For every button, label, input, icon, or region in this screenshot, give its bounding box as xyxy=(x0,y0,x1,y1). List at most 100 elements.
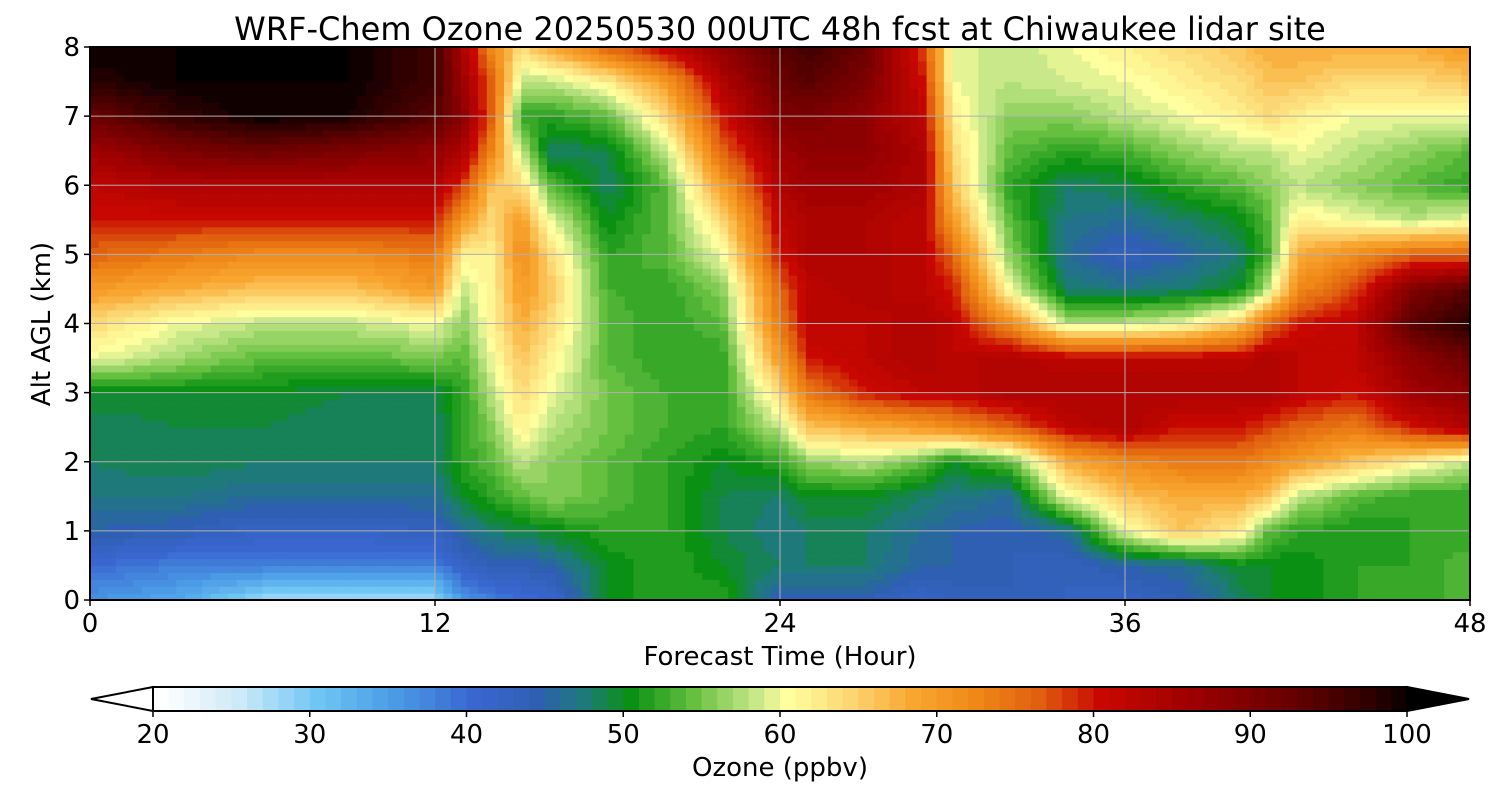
ozone-cell xyxy=(1332,558,1342,567)
ozone-cell xyxy=(1056,427,1066,435)
ozone-cell xyxy=(1202,441,1212,449)
ozone-cell xyxy=(995,482,1005,490)
ozone-cell xyxy=(564,579,574,587)
ozone-cell xyxy=(935,399,945,408)
ozone-cell xyxy=(279,579,289,587)
ozone-cell xyxy=(1383,558,1393,567)
ozone-cell xyxy=(1038,392,1048,401)
ozone-cell xyxy=(245,489,255,497)
ozone-cell xyxy=(1392,489,1402,497)
ozone-cell xyxy=(633,551,643,560)
ozone-cell xyxy=(633,468,643,477)
ozone-cell xyxy=(1116,489,1126,497)
ozone-cell xyxy=(305,399,315,408)
ozone-cell xyxy=(642,496,652,504)
ozone-cell xyxy=(297,558,307,567)
ozone-cell xyxy=(176,434,186,442)
ozone-cell xyxy=(771,503,781,511)
ozone-cell xyxy=(409,586,419,594)
ozone-cell xyxy=(1185,427,1195,435)
ozone-cell xyxy=(1219,558,1230,567)
ozone-cell xyxy=(184,586,195,594)
ozone-cell xyxy=(650,475,660,484)
ozone-cell xyxy=(1349,503,1359,511)
ozone-cell xyxy=(874,461,885,470)
ozone-cell xyxy=(754,461,764,470)
ozone-cell xyxy=(141,392,151,401)
ozone-cell xyxy=(1409,489,1419,497)
ozone-cell xyxy=(253,385,264,394)
ozone-cell xyxy=(512,551,522,560)
ozone-cell xyxy=(814,537,824,546)
ozone-cell xyxy=(383,579,393,587)
ozone-cell xyxy=(1435,441,1445,449)
ozone-cell xyxy=(676,392,686,401)
ozone-cell xyxy=(486,413,496,421)
ozone-cell xyxy=(409,496,419,504)
ozone-cell xyxy=(1211,454,1221,463)
ozone-cell xyxy=(1340,510,1350,518)
ozone-cell xyxy=(935,406,945,414)
ozone-cell xyxy=(1194,406,1204,414)
ozone-cell xyxy=(1150,517,1161,525)
ozone-cell xyxy=(1409,399,1419,408)
ozone-cell xyxy=(1021,468,1031,477)
ozone-cell xyxy=(486,517,496,525)
ozone-cell xyxy=(314,454,324,463)
ozone-cell xyxy=(443,461,453,470)
ozone-cell xyxy=(1461,496,1471,504)
ozone-cell xyxy=(590,482,600,490)
ozone-cell xyxy=(383,441,393,449)
ozone-cell xyxy=(1099,572,1109,580)
ozone-cell xyxy=(780,496,790,504)
ozone-cell xyxy=(150,475,160,484)
ozone-cell xyxy=(107,551,117,560)
ozone-cell xyxy=(469,586,479,594)
ozone-cell xyxy=(1219,454,1230,463)
ozone-cell xyxy=(1056,489,1066,497)
ozone-cell xyxy=(935,496,945,504)
ozone-cell xyxy=(417,572,427,580)
ozone-cell xyxy=(892,385,902,394)
ozone-cell xyxy=(409,447,419,456)
ozone-cell xyxy=(374,399,384,408)
ozone-cell xyxy=(754,537,764,546)
ozone-cell xyxy=(840,447,850,456)
ozone-cell xyxy=(1375,551,1385,560)
ozone-cell xyxy=(1237,510,1247,518)
ozone-cell xyxy=(1176,461,1186,470)
ozone-cell xyxy=(1401,544,1411,553)
ozone-cell xyxy=(1271,565,1281,573)
ozone-cell xyxy=(969,523,979,532)
ozone-cell xyxy=(297,537,307,546)
ozone-cell xyxy=(1418,496,1428,504)
ozone-cell xyxy=(659,399,669,408)
ozone-cell xyxy=(1392,413,1402,421)
ozone-cell xyxy=(1280,551,1290,560)
ozone-cell xyxy=(1280,517,1290,525)
ozone-cell xyxy=(555,482,565,490)
ozone-cell xyxy=(331,503,341,511)
ozone-cell xyxy=(512,385,522,394)
ozone-cell xyxy=(1280,510,1290,518)
ozone-cell xyxy=(857,420,867,428)
ozone-cell xyxy=(909,441,919,449)
ozone-cell xyxy=(288,523,298,532)
ozone-cell xyxy=(1401,530,1411,539)
ozone-cell xyxy=(935,537,945,546)
ozone-cell xyxy=(900,406,910,414)
ozone-cell xyxy=(1125,489,1135,497)
ozone-cell xyxy=(1099,523,1109,532)
ozone-cell xyxy=(262,420,272,428)
ozone-cell xyxy=(866,593,876,601)
ozone-cell xyxy=(210,482,220,490)
ozone-cell xyxy=(469,482,479,490)
ozone-cell xyxy=(115,427,126,435)
ozone-cell xyxy=(866,565,876,573)
ozone-cell xyxy=(1125,482,1135,490)
ozone-cell xyxy=(529,586,540,594)
ozone-cell xyxy=(297,593,307,601)
ozone-cell xyxy=(909,551,919,560)
ozone-cell xyxy=(598,441,609,449)
ozone-cell xyxy=(874,447,885,456)
